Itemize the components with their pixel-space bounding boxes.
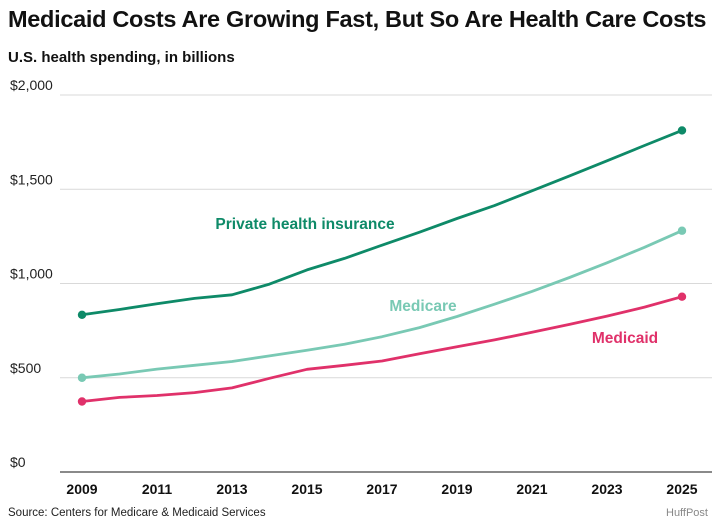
y-tick-label: $1,000 <box>10 266 53 282</box>
y-tick-label: $2,000 <box>10 77 53 93</box>
source-note: Source: Centers for Medicare & Medicaid … <box>8 507 266 519</box>
gridlines <box>60 94 712 473</box>
series-line-medicaid <box>80 295 684 403</box>
x-tick-label: 2025 <box>666 481 697 497</box>
series-label-medicaid: Medicaid <box>592 330 658 347</box>
series-label-medicare: Medicare <box>389 298 457 315</box>
x-tick-label: 2015 <box>291 481 322 497</box>
x-tick-label: 2011 <box>142 481 173 497</box>
y-tick-label: $500 <box>10 360 41 376</box>
x-axis-tick-labels: 2009 2011 2013 2015 2017 2019 2021 2023 2025 <box>66 481 697 497</box>
chart-title: Medicaid Costs Are Growing Fast, But So … <box>8 6 707 32</box>
data-point-private-health-insurance <box>677 126 687 135</box>
data-point-medicare <box>677 226 687 235</box>
data-point-private-health-insurance <box>77 310 87 319</box>
y-tick-label: $0 <box>10 454 26 470</box>
series-line-medicare <box>80 229 684 380</box>
data-point-medicare <box>77 373 87 382</box>
series-labels: Private health insurance Medicare Medicaid <box>215 216 658 347</box>
data-point-medicaid <box>77 397 87 406</box>
x-tick-label: 2009 <box>66 481 97 497</box>
chart-subtitle: U.S. health spending, in billions <box>8 49 235 66</box>
x-tick-label: 2021 <box>516 481 547 497</box>
series-label-private-health-insurance: Private health insurance <box>215 216 395 233</box>
x-tick-label: 2017 <box>366 481 397 497</box>
x-tick-label: 2013 <box>216 481 247 497</box>
brand-logo: HuffPost <box>666 507 708 519</box>
y-tick-label: $1,500 <box>10 171 53 187</box>
x-tick-label: 2019 <box>441 481 472 497</box>
y-axis-tick-labels: $0 $500 $1,000 $1,500 $2,000 <box>10 77 53 470</box>
series-line-private-health-insurance <box>80 128 684 317</box>
data-point-medicaid <box>677 292 687 301</box>
x-tick-label: 2023 <box>591 481 622 497</box>
series-lines <box>77 126 687 406</box>
